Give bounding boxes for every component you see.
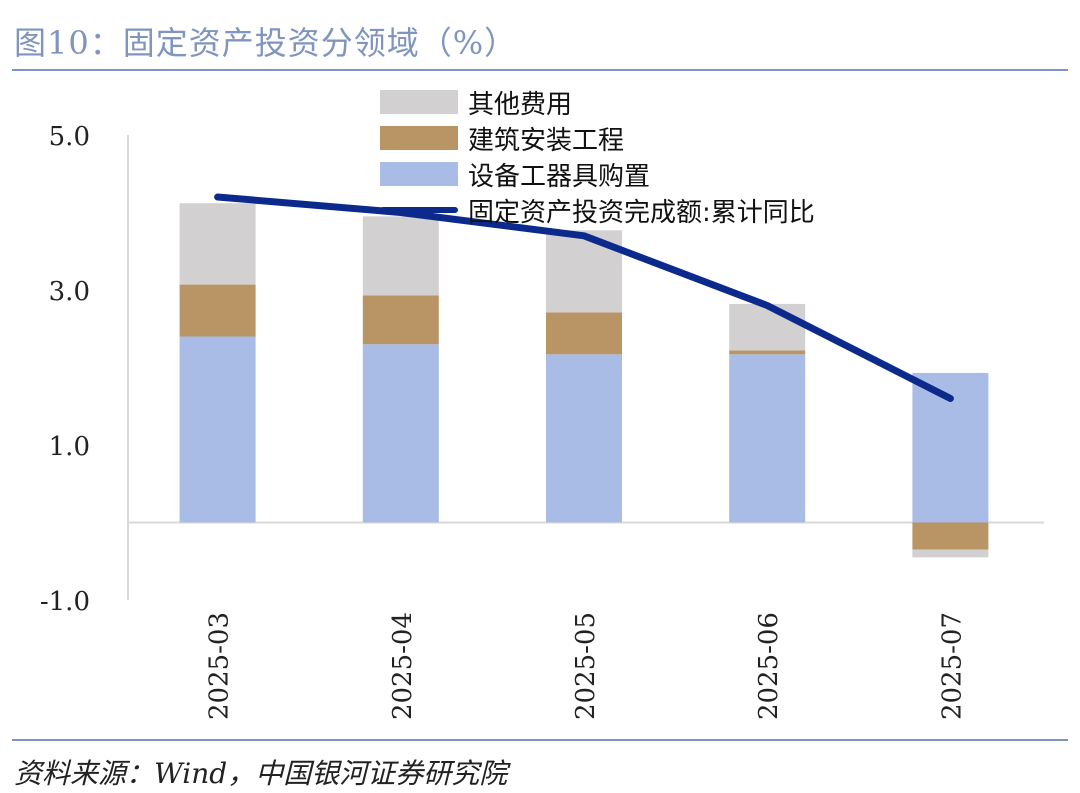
legend-item-equipment: 设备工器具购置 xyxy=(380,156,815,192)
bar-segment xyxy=(912,549,989,558)
legend-item-other-costs: 其他费用 xyxy=(380,84,815,120)
bar-segment xyxy=(362,344,439,523)
legend-swatch-equipment xyxy=(380,162,458,186)
legend-swatch-other-costs xyxy=(380,90,458,114)
x-tick-label: 2025-04 xyxy=(388,612,418,720)
y-tick-label: 5.0 xyxy=(49,122,90,152)
y-tick-label: 1.0 xyxy=(49,432,90,462)
bar-segment xyxy=(729,350,806,355)
source-rule xyxy=(12,739,1068,741)
legend-item-fai-yoy: 固定资产投资完成额:累计同比 xyxy=(380,192,815,228)
x-tick-label: 2025-07 xyxy=(937,612,967,720)
bar-segment xyxy=(912,522,989,550)
legend-swatch-construction xyxy=(380,126,458,150)
y-tick-label: 3.0 xyxy=(49,277,90,307)
chart-title: 图10：固定资产投资分领域（%） xyxy=(14,24,518,62)
bar-segment xyxy=(362,295,439,345)
bar-segment xyxy=(179,203,256,285)
y-tick-label: -1.0 xyxy=(40,587,90,617)
x-tick-label: 2025-05 xyxy=(571,612,601,720)
bar-segment xyxy=(729,303,806,351)
bar-segment xyxy=(179,284,256,337)
source-note: 资料来源：Wind，中国银河证券研究院 xyxy=(14,757,508,790)
bar-segment xyxy=(729,354,806,523)
legend-label-other-costs: 其他费用 xyxy=(468,89,573,120)
x-tick-label: 2025-06 xyxy=(754,612,784,720)
legend-label-equipment: 设备工器具购置 xyxy=(468,161,651,192)
title-rule xyxy=(12,69,1068,71)
bar-segment xyxy=(362,216,439,296)
legend-swatch-fai-yoy xyxy=(380,207,458,213)
legend: 其他费用 建筑安装工程 设备工器具购置 固定资产投资完成额:累计同比 xyxy=(380,84,815,228)
x-tick-label: 2025-03 xyxy=(205,612,235,720)
bar-segment xyxy=(546,354,622,523)
legend-label-fai-yoy: 固定资产投资完成额:累计同比 xyxy=(468,197,815,228)
legend-item-construction: 建筑安装工程 xyxy=(380,120,815,156)
legend-label-construction: 建筑安装工程 xyxy=(468,125,625,156)
bar-segment xyxy=(546,312,622,355)
bar-segment xyxy=(179,336,256,523)
